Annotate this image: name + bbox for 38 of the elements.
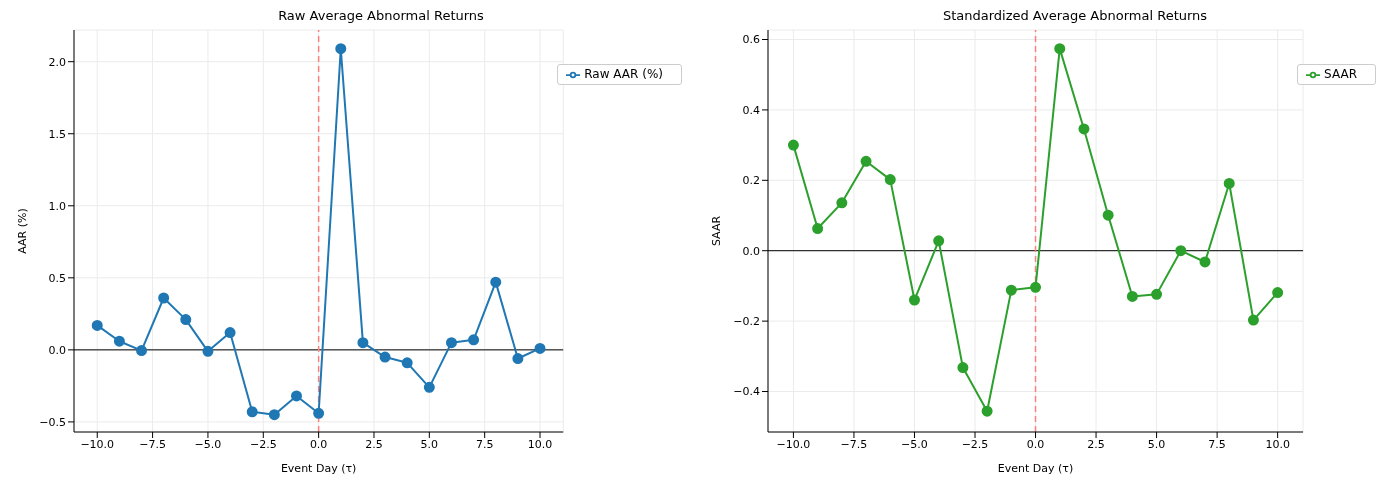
x-tick-label: 10.0 <box>527 437 553 451</box>
y-tick-label: 0.2 <box>742 174 760 188</box>
x-tick-label: −5.0 <box>901 437 928 451</box>
x-tick-label: 5.0 <box>1147 437 1166 451</box>
y-axis-title: AAR (%) <box>15 208 29 254</box>
y-tick-label: −0.5 <box>39 415 66 429</box>
x-tick-label: −5.0 <box>194 437 222 451</box>
legend-label: SAAR <box>1324 67 1357 81</box>
x-tick-label: 0.0 <box>1026 437 1045 451</box>
y-tick-label: 0.0 <box>742 244 760 258</box>
legend-label: Raw AAR (%) <box>584 67 663 81</box>
x-tick-label: 0.0 <box>309 437 328 451</box>
x-tick-label: −2.5 <box>249 437 277 451</box>
chart-title: Raw Average Abnormal Returns <box>277 8 485 25</box>
x-tick-label: 7.5 <box>475 437 494 451</box>
y-tick-label: 1.0 <box>48 199 66 213</box>
y-tick-label: 1.5 <box>48 127 66 141</box>
x-tick-label: −7.5 <box>840 437 868 451</box>
x-tick-label: −7.5 <box>139 437 166 451</box>
x-tick-label: 10.0 <box>1265 437 1290 451</box>
y-tick-label: 0.4 <box>742 103 760 117</box>
x-tick-label: −10.0 <box>776 437 811 451</box>
x-tick-label: −2.5 <box>961 437 989 451</box>
x-tick-label: −10.0 <box>80 437 115 451</box>
y-tick-label: 0.5 <box>48 271 66 285</box>
x-tick-label: 2.5 <box>365 437 383 451</box>
y-axis-title: SAAR <box>709 215 723 247</box>
x-tick-label: 7.5 <box>1208 437 1226 451</box>
y-tick-label: −0.2 <box>733 315 760 329</box>
x-axis-title: Event Day (τ) <box>997 462 1074 475</box>
y-tick-label: 0.0 <box>48 343 66 357</box>
y-tick-label: 2.0 <box>48 55 66 69</box>
x-tick-label: 2.5 <box>1087 437 1105 451</box>
chart-title: Standardized Average Abnormal Returns <box>941 8 1209 25</box>
y-tick-label: −0.4 <box>733 385 760 399</box>
y-tick-label: 0.6 <box>742 33 760 47</box>
x-axis-title: Event Day (τ) <box>280 462 357 475</box>
x-tick-label: 5.0 <box>420 437 439 451</box>
